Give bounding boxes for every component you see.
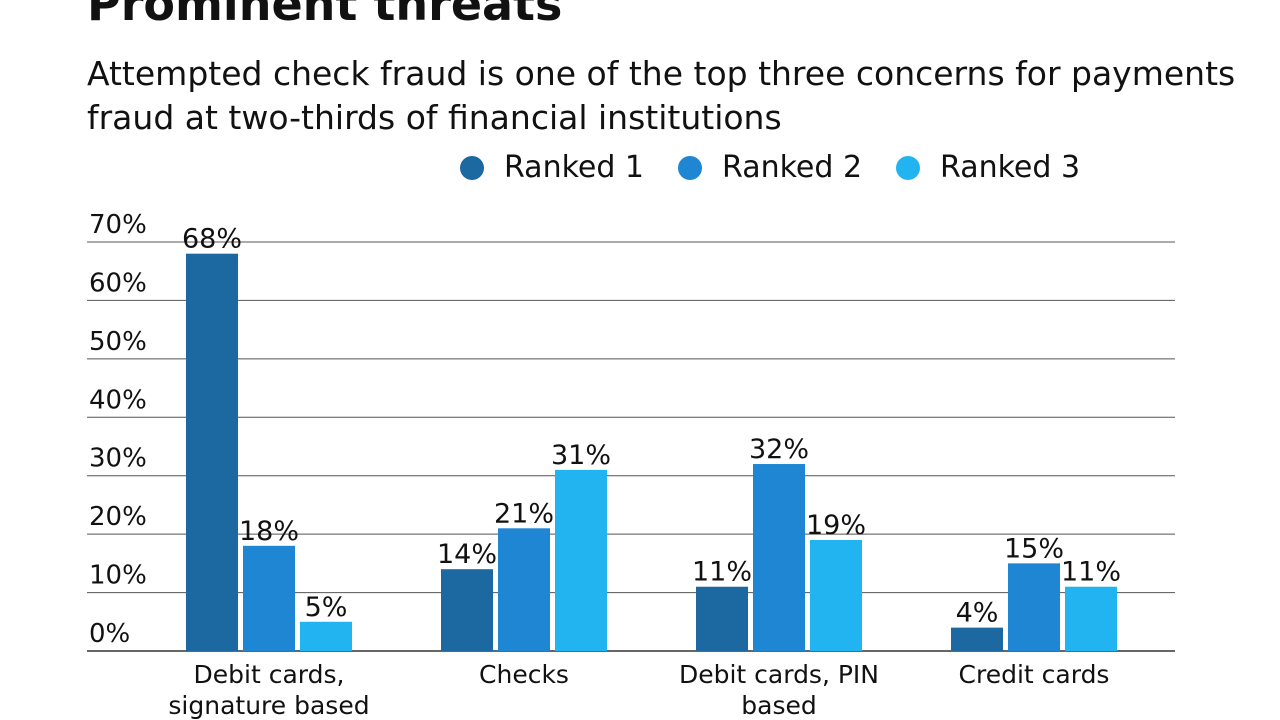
legend-label: Ranked 2 <box>722 150 863 185</box>
data-label: 11% <box>1061 557 1121 588</box>
bar <box>243 545 295 651</box>
data-label: 32% <box>749 434 809 465</box>
legend-item-ranked-2: Ranked 2 <box>678 150 862 185</box>
y-tick-label: 60% <box>89 268 147 298</box>
x-tick-label: Credit cards <box>959 660 1110 689</box>
bar <box>810 539 862 651</box>
y-tick-label: 50% <box>89 327 147 357</box>
legend-item-ranked-3: Ranked 3 <box>896 150 1080 185</box>
x-tick-label: Debit cards, PIN <box>679 660 879 689</box>
data-label: 4% <box>956 598 999 629</box>
data-label: 31% <box>551 440 611 471</box>
data-label: 11% <box>692 557 752 588</box>
legend: Ranked 1 Ranked 2 Ranked 3 <box>460 150 1080 185</box>
y-tick-label: 30% <box>89 444 147 474</box>
x-tick-label: based <box>741 691 816 720</box>
bar <box>441 569 493 651</box>
y-tick-label: 20% <box>89 502 147 532</box>
data-label: 21% <box>494 498 554 529</box>
data-label: 15% <box>1004 533 1064 564</box>
bar <box>951 627 1003 651</box>
y-tick-label: 40% <box>89 385 147 415</box>
legend-label: Ranked 1 <box>504 150 645 185</box>
data-label: 18% <box>239 516 299 547</box>
legend-item-ranked-1: Ranked 1 <box>460 150 644 185</box>
legend-swatch <box>678 155 703 180</box>
y-tick-label: 70% <box>89 210 147 240</box>
x-tick-label: Debit cards, <box>194 660 345 689</box>
data-label: 5% <box>305 592 348 623</box>
data-label: 19% <box>806 510 866 541</box>
legend-label: Ranked 3 <box>940 150 1081 185</box>
data-label: 14% <box>437 539 497 570</box>
y-tick-label: 0% <box>89 619 130 649</box>
x-tick-label: Checks <box>479 660 569 689</box>
bar <box>300 621 352 651</box>
legend-swatch <box>896 155 921 180</box>
bar <box>555 469 607 651</box>
bar <box>186 253 238 651</box>
bar <box>1065 586 1117 651</box>
chart-title: Prominent threats <box>87 0 563 31</box>
y-tick-label: 10% <box>89 561 147 591</box>
data-label: 68% <box>182 224 242 255</box>
bar <box>1008 563 1060 651</box>
x-tick-label: signature based <box>168 691 369 720</box>
bar <box>498 528 550 651</box>
bar <box>753 464 805 651</box>
bar <box>696 586 748 651</box>
chart-subtitle: Attempted check fraud is one of the top … <box>87 54 1236 137</box>
legend-swatch <box>460 155 484 180</box>
